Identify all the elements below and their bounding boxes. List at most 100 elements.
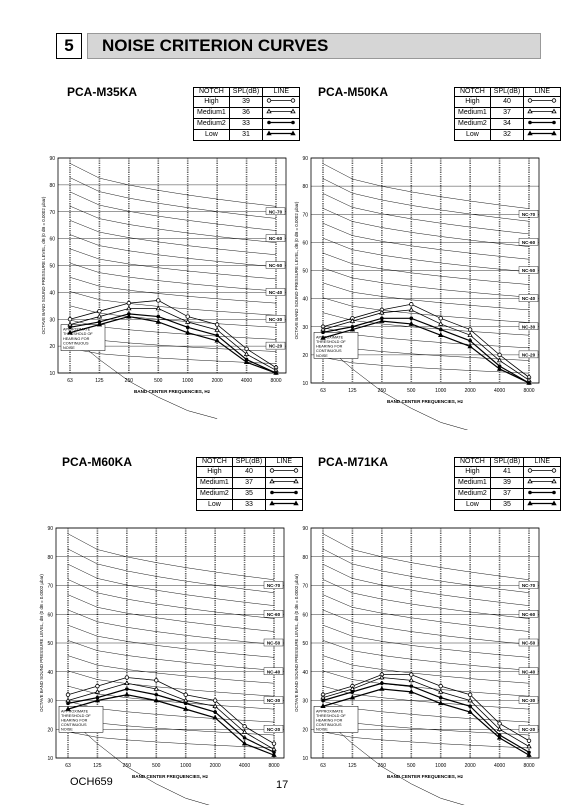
table-header: NOTCH: [454, 87, 491, 97]
nc-label-box: [518, 350, 539, 359]
y-tick-label: 50: [302, 641, 308, 647]
y-tick-label: 80: [302, 184, 308, 190]
nc-label-box: [263, 725, 284, 733]
data-point: [320, 703, 326, 709]
y-tick-label: 10: [47, 756, 53, 762]
x-tick-label: 4000: [239, 763, 250, 769]
nc-label: NC-70: [522, 212, 536, 217]
series-line-medium2: [67, 688, 275, 753]
nc-label-box: [518, 667, 539, 675]
data-point: [242, 724, 247, 729]
nc-label: NC-60: [522, 240, 536, 245]
x-tick-label: 2000: [465, 763, 476, 769]
table-row: Low 32: [454, 129, 562, 141]
line-marker-icon: [291, 120, 296, 125]
notch-cell: Medium1: [454, 477, 491, 489]
spl-cell: 39: [489, 477, 525, 489]
table-row: High 41: [454, 466, 562, 478]
spl-cell: 37: [489, 488, 525, 500]
nc-label: NC-50: [522, 641, 536, 646]
nc-reference-curve: [322, 193, 530, 235]
document-code: OCH659: [70, 776, 113, 788]
nc-label: NC-40: [522, 669, 536, 674]
nc-reference-curve: [67, 670, 275, 697]
nc-reference-curve: [67, 579, 275, 619]
threshold-note-line: APPROXIMATE: [316, 335, 344, 339]
data-point: [496, 726, 503, 732]
x-tick-label: 250: [378, 763, 387, 769]
data-point: [438, 320, 444, 326]
nc-reference-curve: [69, 163, 277, 207]
data-point: [125, 687, 129, 691]
nc-reference-curve: [69, 177, 277, 219]
nc-reference-curve: [67, 624, 275, 658]
y-tick-label: 30: [47, 699, 53, 705]
x-tick-label: 500: [154, 378, 163, 384]
data-point: [438, 332, 444, 337]
line-symbol-cell: [523, 466, 562, 478]
line-marker-icon: [528, 120, 533, 125]
data-point: [68, 325, 72, 330]
data-point: [65, 706, 71, 711]
nc-reference-curve: [69, 277, 277, 304]
y-tick-label: 50: [302, 269, 308, 275]
nc-reference-curve: [322, 312, 530, 336]
line-symbol-icon: [527, 478, 557, 484]
series-line-high: [67, 677, 275, 744]
y-tick-label: 40: [47, 670, 53, 676]
nc-reference-curve: [67, 533, 275, 580]
line-symbol-cell: [262, 107, 301, 119]
nc-label: NC-20: [522, 352, 536, 357]
data-point: [154, 678, 159, 683]
line-symbol-cell: [265, 499, 304, 511]
line-marker-icon: [267, 120, 272, 125]
x-tick-label: 2000: [210, 763, 221, 769]
data-point: [379, 309, 385, 315]
hearing-threshold-curve: [322, 343, 469, 430]
data-point: [497, 352, 502, 358]
line-marker-icon: [527, 130, 533, 136]
line-marker-icon: [552, 98, 557, 103]
data-point: [155, 305, 161, 311]
data-point: [438, 316, 443, 321]
nc-label: NC-20: [267, 727, 281, 732]
threshold-note-line: HEARING FOR: [316, 345, 343, 349]
x-tick-label: 8000: [523, 763, 534, 769]
line-symbol-icon: [269, 478, 299, 484]
line-marker-icon: [267, 98, 272, 103]
table-header: NOTCH: [193, 87, 230, 97]
nc-label-box: [265, 234, 286, 242]
notch-cell: High: [193, 96, 230, 108]
x-tick-label: 125: [348, 763, 357, 769]
x-tick-label: 1000: [435, 763, 446, 769]
data-point: [349, 694, 356, 700]
line-symbol-icon: [527, 130, 557, 136]
nc-reference-curve: [322, 594, 530, 632]
data-point: [67, 321, 73, 327]
nc-reference-curve: [69, 205, 277, 243]
series-line-medium1: [67, 682, 275, 750]
notch-cell: High: [454, 96, 491, 108]
line-symbol-cell: [262, 96, 301, 108]
data-point: [96, 321, 103, 327]
line-marker-icon: [551, 478, 557, 484]
series-line-low: [69, 315, 277, 374]
data-point: [126, 305, 132, 311]
data-point: [379, 674, 385, 680]
nc-reference-curve: [69, 248, 277, 280]
line-marker-icon: [294, 490, 299, 495]
nc-reference-curve: [322, 624, 530, 658]
y-tick-label: 60: [302, 240, 308, 246]
spl-cell: 37: [231, 477, 267, 489]
y-tick-label: 60: [47, 612, 53, 618]
nc-label-box: [265, 315, 286, 323]
table-row: High 40: [454, 96, 562, 108]
x-tick-label: 4000: [494, 763, 505, 769]
y-tick-label: 90: [47, 526, 53, 532]
nc-reference-curve: [67, 685, 275, 710]
data-point: [409, 302, 414, 307]
nc-reference-curve: [69, 262, 277, 292]
line-marker-icon: [290, 130, 296, 136]
y-tick-label: 70: [302, 212, 308, 218]
series-line-high: [322, 674, 530, 742]
